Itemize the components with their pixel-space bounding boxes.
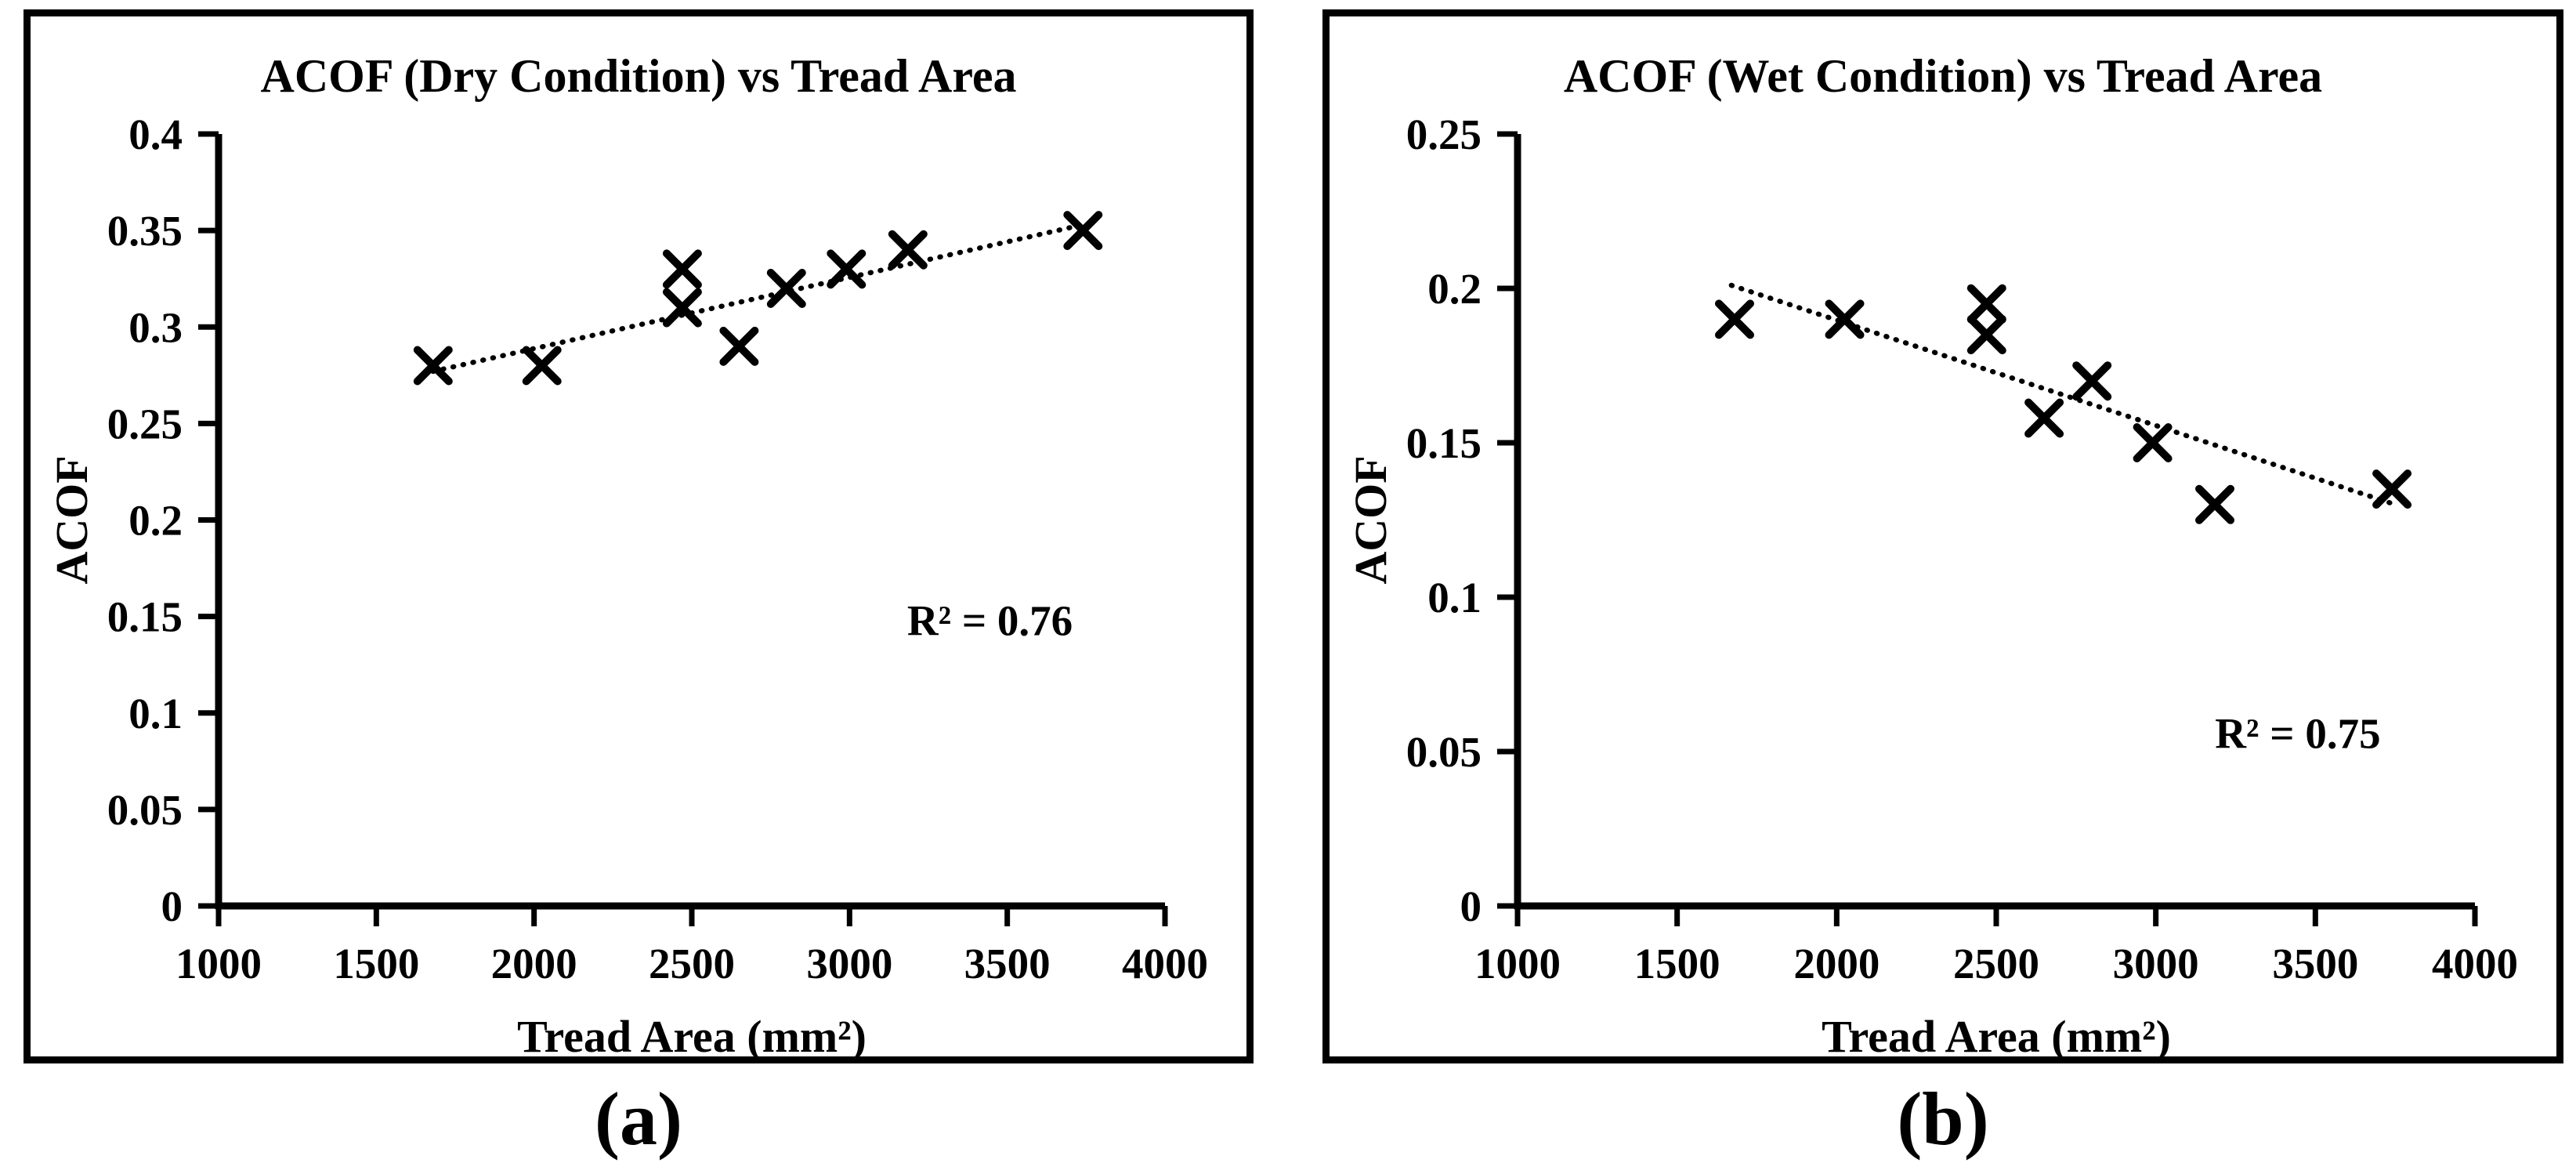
- svg-text:3000: 3000: [806, 940, 892, 987]
- subfigure-caption-a: (a): [595, 1077, 682, 1161]
- svg-text:0.1: 0.1: [1427, 574, 1482, 621]
- tick-marks: [1497, 131, 2478, 926]
- scatter-point-marker: [1714, 299, 1754, 339]
- chart-title: ACOF (Wet Condition) vs Tread Area: [1564, 50, 2322, 102]
- scatter-point-marker: [1966, 315, 2006, 355]
- trendline: [1728, 282, 2398, 508]
- axes: [1514, 134, 2475, 910]
- x-axis-title: Tread Area (mm²): [1822, 1011, 2171, 1056]
- scatter-point-marker: [2195, 484, 2235, 524]
- svg-text:R² = 0.75: R² = 0.75: [2215, 709, 2380, 757]
- svg-text:0.1: 0.1: [128, 690, 183, 737]
- svg-text:Tread Area (mm²): Tread Area (mm²): [1822, 1011, 2171, 1056]
- svg-text:0.4: 0.4: [128, 111, 183, 158]
- svg-text:3500: 3500: [2272, 940, 2358, 987]
- svg-text:0.35: 0.35: [107, 207, 183, 255]
- scatter-point-marker: [662, 288, 702, 328]
- scatter-point-marker: [413, 346, 453, 386]
- data-markers: [413, 211, 1103, 386]
- y-tick-labels: 0 0.05 0.1 0.15 0.2 0.25 0.3 0.35 0.4: [107, 111, 183, 930]
- svg-text:2500: 2500: [1953, 940, 2039, 987]
- svg-text:0.3: 0.3: [128, 303, 183, 351]
- svg-text:0: 0: [161, 882, 183, 930]
- svg-text:ACOF: ACOF: [46, 455, 97, 584]
- svg-text:ACOF (Wet Condition) vs Tread: ACOF (Wet Condition) vs Tread Area: [1564, 50, 2322, 102]
- x-axis-title: Tread Area (mm²): [517, 1011, 867, 1056]
- scatter-point-marker: [522, 346, 562, 386]
- scatter-point-marker: [662, 249, 702, 289]
- scatter-point-marker: [827, 249, 867, 289]
- dry-scatter-chart: 0 0.05 0.1 0.15 0.2 0.25 0.3 0.35 0.4 1000 1500 200…: [46, 50, 1208, 1056]
- wet-scatter-chart: 0 0.05 0.1 0.15 0.2 0.25 1000 1500 2000 2500 3000 3…: [1345, 50, 2518, 1056]
- y-tick-labels: 0 0.05 0.1 0.15 0.2 0.25: [1406, 111, 1482, 930]
- svg-text:3000: 3000: [2113, 940, 2199, 987]
- svg-text:1500: 1500: [1634, 940, 1720, 987]
- svg-text:4000: 4000: [2432, 940, 2518, 987]
- svg-text:0.25: 0.25: [1406, 111, 1482, 158]
- scatter-point-marker: [2133, 423, 2173, 462]
- panel-dry-chart: 0 0.05 0.1 0.15 0.2 0.25 0.3 0.35 0.4 1000 1500 200…: [24, 9, 1254, 1063]
- svg-text:Tread Area (mm²): Tread Area (mm²): [517, 1011, 867, 1056]
- svg-text:R² = 0.76: R² = 0.76: [907, 597, 1073, 645]
- tick-marks: [198, 131, 1168, 926]
- scatter-point-marker: [1966, 284, 2006, 324]
- scatter-point-marker: [888, 230, 928, 270]
- svg-text:1000: 1000: [175, 940, 262, 987]
- svg-text:0.2: 0.2: [128, 497, 183, 545]
- svg-text:3500: 3500: [964, 940, 1051, 987]
- scatter-point-marker: [766, 269, 806, 308]
- svg-text:0.2: 0.2: [1427, 265, 1482, 313]
- svg-text:1500: 1500: [333, 940, 419, 987]
- scatter-point-marker: [1825, 299, 1865, 339]
- x-tick-labels: 1000 1500 2000 2500 3000 3500 4000: [1474, 940, 2518, 987]
- panel-wet-chart: 0 0.05 0.1 0.15 0.2 0.25 1000 1500 2000 2500 3000 3…: [1322, 9, 2563, 1063]
- svg-text:ACOF: ACOF: [1345, 455, 1396, 584]
- svg-text:ACOF (Dry Condition) vs Tread: ACOF (Dry Condition) vs Tread Area: [260, 50, 1016, 102]
- svg-text:1000: 1000: [1474, 940, 1561, 987]
- x-tick-labels: 1000 1500 2000 2500 3000 3500 4000: [175, 940, 1208, 987]
- svg-text:2500: 2500: [649, 940, 735, 987]
- chart-title: ACOF (Dry Condition) vs Tread Area: [260, 50, 1016, 102]
- subfigure-caption-b: (b): [1897, 1077, 1989, 1161]
- y-axis-title: ACOF: [46, 455, 97, 584]
- scatter-point-marker: [1063, 211, 1103, 251]
- svg-text:2000: 2000: [1793, 940, 1880, 987]
- svg-text:0.15: 0.15: [107, 593, 183, 641]
- scatter-point-marker: [2072, 361, 2112, 401]
- svg-text:0.25: 0.25: [107, 400, 183, 447]
- r-squared-annotation: R² = 0.76: [907, 597, 1073, 645]
- scatter-point-marker: [719, 326, 759, 366]
- svg-text:0.05: 0.05: [107, 786, 183, 834]
- scatter-point-marker: [2372, 469, 2412, 509]
- svg-text:0: 0: [1460, 882, 1482, 930]
- scatter-point-marker: [2024, 398, 2064, 438]
- svg-text:0.05: 0.05: [1406, 728, 1482, 776]
- trendline: [430, 222, 1086, 375]
- r-squared-annotation: R² = 0.75: [2215, 709, 2380, 757]
- y-axis-title: ACOF: [1345, 455, 1396, 584]
- data-markers: [1714, 284, 2412, 524]
- svg-text:4000: 4000: [1122, 940, 1208, 987]
- svg-text:0.15: 0.15: [1406, 419, 1482, 467]
- svg-text:2000: 2000: [491, 940, 577, 987]
- axes: [215, 134, 1165, 910]
